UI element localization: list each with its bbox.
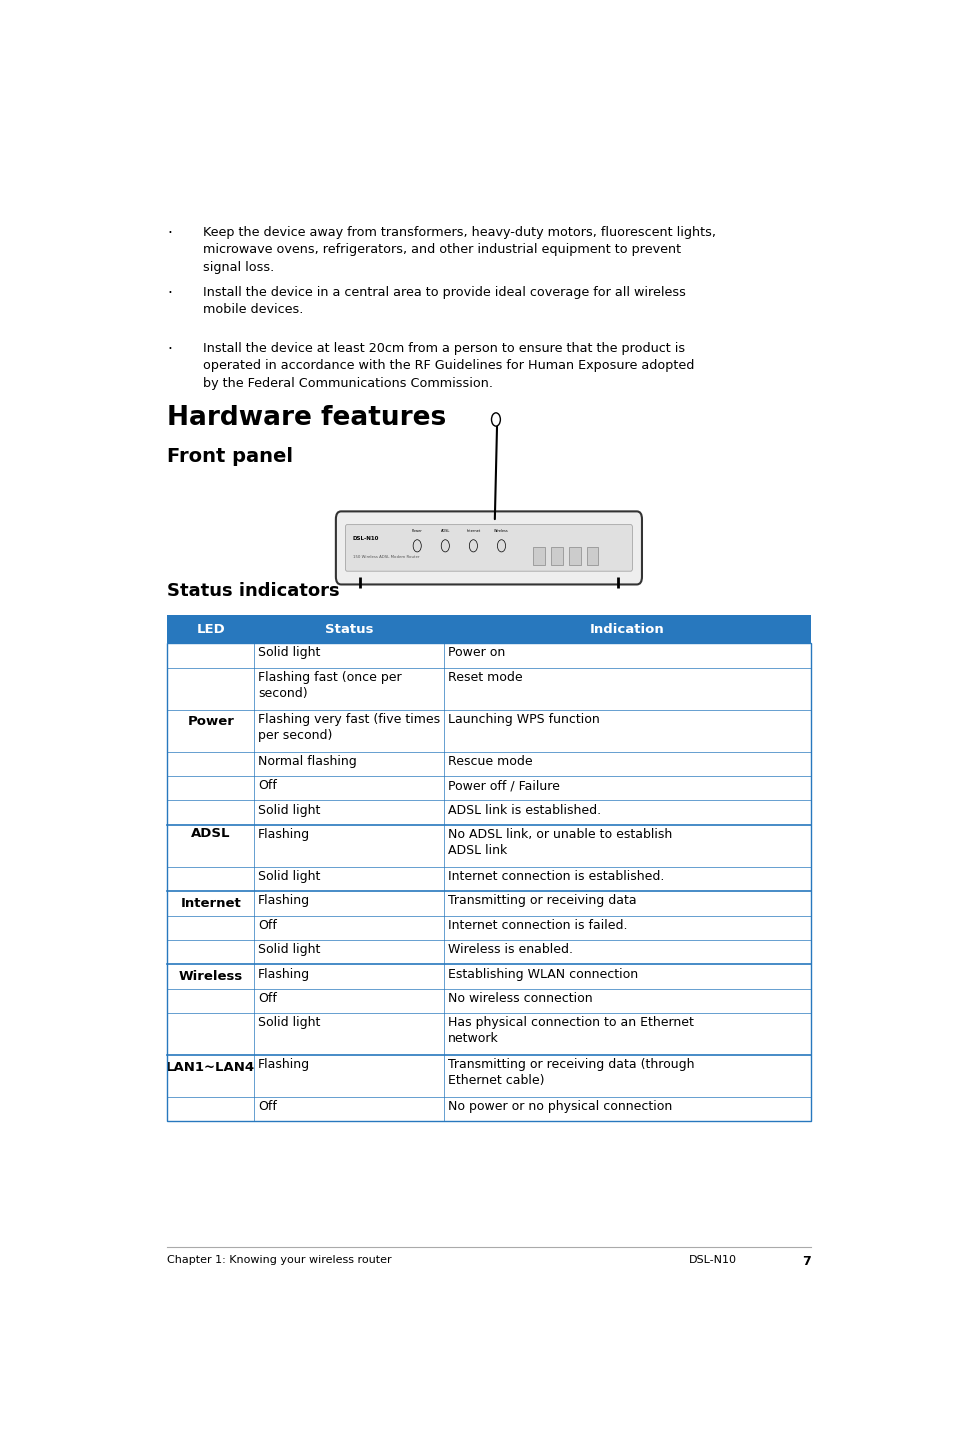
Bar (167, 615, 810, 643)
Text: Flashing very fast (five times
per second): Flashing very fast (five times per secon… (257, 713, 439, 742)
Text: ADSL: ADSL (191, 827, 231, 840)
Text: Solid light: Solid light (257, 943, 320, 956)
Bar (533, 548, 544, 565)
Text: Solid light: Solid light (257, 647, 320, 660)
Text: Install the device at least 20cm from a person to ensure that the product is
ope: Install the device at least 20cm from a … (203, 342, 694, 390)
Text: Internet connection is established.: Internet connection is established. (447, 870, 663, 883)
Circle shape (441, 539, 449, 552)
Text: Internet: Internet (466, 529, 480, 532)
Text: Install the device in a central area to provide ideal coverage for all wireless
: Install the device in a central area to … (203, 286, 685, 316)
Ellipse shape (491, 413, 500, 426)
FancyBboxPatch shape (335, 512, 641, 584)
Text: Wireless: Wireless (494, 529, 508, 532)
Text: ·: · (167, 226, 172, 240)
Text: Solid light: Solid light (257, 870, 320, 883)
Text: Reset mode: Reset mode (447, 672, 521, 684)
Text: Power on: Power on (447, 647, 504, 660)
Text: Keep the device away from transformers, heavy-duty motors, fluorescent lights,
m: Keep the device away from transformers, … (203, 226, 715, 273)
Text: Flashing fast (once per
second): Flashing fast (once per second) (257, 672, 401, 700)
Text: Flashing: Flashing (257, 894, 310, 907)
Text: Solid light: Solid light (257, 804, 320, 817)
Circle shape (413, 539, 421, 552)
Text: Wireless is enabled.: Wireless is enabled. (447, 943, 572, 956)
Text: 150 Wireless ADSL Modem Router: 150 Wireless ADSL Modem Router (353, 555, 419, 559)
Text: Internet: Internet (180, 897, 241, 910)
Text: Wireless: Wireless (178, 969, 243, 984)
Bar (167, 643, 810, 1122)
Text: Internet connection is failed.: Internet connection is failed. (447, 919, 626, 932)
Text: Indication: Indication (589, 623, 664, 636)
Text: Off: Off (257, 919, 276, 932)
Bar (551, 548, 562, 565)
Text: No ADSL link, or unable to establish
ADSL link: No ADSL link, or unable to establish ADS… (447, 828, 671, 857)
FancyBboxPatch shape (345, 525, 632, 571)
Text: DSL-N10: DSL-N10 (353, 536, 379, 541)
Bar (586, 548, 598, 565)
Circle shape (469, 539, 476, 552)
Text: Power: Power (412, 529, 422, 532)
Text: Off: Off (257, 1100, 276, 1113)
Text: Establishing WLAN connection: Establishing WLAN connection (447, 968, 637, 981)
Text: 7: 7 (801, 1255, 810, 1268)
Text: Status indicators: Status indicators (167, 582, 339, 600)
Text: Flashing: Flashing (257, 828, 310, 841)
Circle shape (497, 539, 505, 552)
Text: Off: Off (257, 992, 276, 1005)
Bar (568, 548, 580, 565)
Text: Off: Off (257, 779, 276, 792)
Text: Transmitting or receiving data (through
Ethernet cable): Transmitting or receiving data (through … (447, 1058, 694, 1087)
Text: ·: · (167, 342, 172, 357)
Text: Power off / Failure: Power off / Failure (447, 779, 558, 792)
Text: Chapter 1: Knowing your wireless router: Chapter 1: Knowing your wireless router (167, 1255, 392, 1265)
Text: ADSL: ADSL (440, 529, 450, 532)
Text: Transmitting or receiving data: Transmitting or receiving data (447, 894, 636, 907)
Text: Has physical connection to an Ethernet
network: Has physical connection to an Ethernet n… (447, 1017, 693, 1045)
Text: Normal flashing: Normal flashing (257, 755, 356, 768)
Text: Front panel: Front panel (167, 447, 293, 466)
Text: No wireless connection: No wireless connection (447, 992, 592, 1005)
Text: ·: · (167, 286, 172, 301)
Text: DSL-N10: DSL-N10 (688, 1255, 736, 1265)
Text: ADSL link is established.: ADSL link is established. (447, 804, 600, 817)
Text: LED: LED (196, 623, 225, 636)
Text: Solid light: Solid light (257, 1017, 320, 1030)
Text: No power or no physical connection: No power or no physical connection (447, 1100, 671, 1113)
Text: Launching WPS function: Launching WPS function (447, 713, 598, 726)
Text: Rescue mode: Rescue mode (447, 755, 532, 768)
Text: Power: Power (187, 715, 233, 728)
Text: Hardware features: Hardware features (167, 406, 446, 431)
Text: Flashing: Flashing (257, 1058, 310, 1071)
Text: Status: Status (324, 623, 373, 636)
Text: LAN1~LAN4: LAN1~LAN4 (166, 1061, 255, 1074)
Text: Flashing: Flashing (257, 968, 310, 981)
